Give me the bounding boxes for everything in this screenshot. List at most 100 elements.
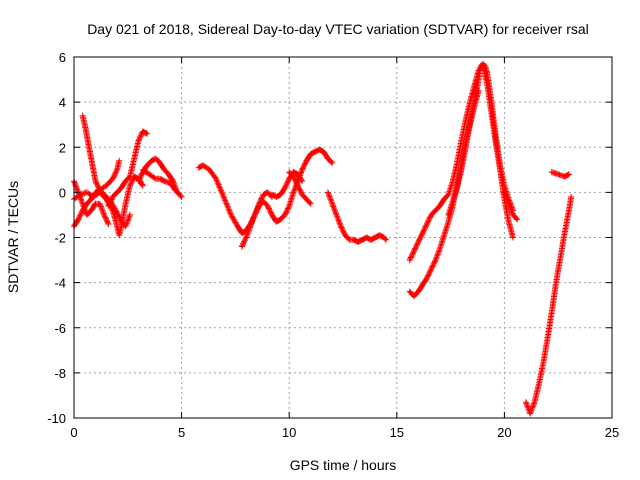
data-point-segment	[286, 169, 296, 179]
data-point-segment	[148, 156, 158, 164]
data-point-segment	[273, 192, 283, 200]
data-point-segment	[380, 234, 389, 243]
data-point-segment	[200, 162, 212, 172]
data-point-segment	[277, 186, 288, 198]
y-tick-label: 6	[59, 50, 66, 65]
data-point-segment	[406, 249, 417, 264]
data-point-segment	[566, 193, 575, 214]
data-point-segment	[118, 179, 128, 191]
data-point-segment	[316, 146, 326, 155]
data-point-segment	[467, 84, 477, 106]
data-point-segment	[544, 310, 555, 342]
data-point-segment	[561, 208, 572, 236]
data-point-segment	[122, 184, 133, 207]
y-axis-label: SDTVAR / TECUs	[5, 181, 21, 293]
series-trace-08	[195, 162, 275, 236]
y-tick-label: 4	[59, 95, 66, 110]
data-point-segment	[337, 223, 348, 237]
data-point-segment	[432, 204, 442, 214]
data-point-segment	[286, 190, 296, 209]
data-point-segment	[157, 175, 167, 184]
data-point-segment	[454, 168, 464, 191]
data-point-segment	[441, 220, 451, 239]
data-point-segment	[342, 232, 352, 242]
series-trace-07	[139, 166, 179, 194]
data-point-segment	[510, 211, 521, 223]
data-point-segment	[441, 192, 451, 203]
data-point-segment	[251, 204, 262, 218]
data-point-segment	[376, 232, 386, 240]
data-point-segment	[281, 204, 292, 218]
data-point-segment	[415, 283, 425, 295]
x-tick-label: 0	[70, 425, 77, 440]
series-trace-17	[501, 189, 521, 223]
x-tick-label: 20	[497, 425, 511, 440]
data-point-segment	[101, 211, 112, 227]
data-point-segment	[428, 208, 438, 218]
x-tick-label: 10	[282, 425, 296, 440]
y-tick-label: -8	[54, 366, 66, 381]
data-point-segment	[436, 233, 447, 252]
data-point-segment	[277, 213, 287, 223]
data-point-segment	[462, 123, 473, 151]
data-point-segment	[535, 362, 546, 388]
data-point-segment	[436, 197, 447, 209]
data-point-segment	[221, 196, 234, 217]
series-trace-05	[105, 128, 151, 209]
data-point-segment	[423, 267, 434, 282]
data-point-segment	[127, 157, 137, 180]
y-tick-label: -10	[47, 411, 66, 426]
data-point-segment	[411, 240, 421, 254]
data-point-segment	[96, 189, 109, 201]
y-tick-label: -6	[54, 321, 66, 336]
data-point-segment	[146, 171, 158, 181]
data-point-segment	[294, 182, 305, 197]
data-point-segment	[243, 224, 253, 241]
data-point-segment	[167, 180, 179, 194]
data-points	[71, 60, 575, 417]
data-point-segment	[458, 145, 469, 173]
data-point-segment	[548, 281, 559, 315]
data-point-segment	[103, 177, 115, 189]
data-point-segment	[88, 201, 98, 214]
data-point-segment	[165, 171, 176, 183]
data-point-segment	[505, 218, 516, 241]
data-point-segment	[81, 121, 90, 138]
data-point-segment	[281, 177, 292, 191]
data-point-segment	[303, 152, 313, 164]
data-point-segment	[79, 112, 88, 127]
data-point-segment	[411, 289, 421, 300]
y-tick-label: 2	[59, 140, 66, 155]
data-point-segment	[92, 178, 103, 192]
data-point-segment	[161, 166, 171, 177]
data-point-segment	[139, 166, 151, 177]
data-point-segment	[471, 69, 482, 90]
data-point-segment	[540, 337, 551, 367]
data-point-segment	[139, 128, 151, 137]
series-trace-11	[277, 146, 336, 223]
data-point-segment	[83, 208, 94, 218]
y-tick-label: -2	[54, 231, 66, 246]
x-tick-label: 15	[390, 425, 404, 440]
data-point-segment	[238, 228, 249, 236]
x-tick-label: 25	[605, 425, 619, 440]
data-point-segment	[247, 213, 258, 230]
data-point-segment	[105, 195, 116, 209]
grid	[74, 57, 612, 418]
data-point-segment	[428, 258, 438, 273]
data-point-segment	[86, 144, 94, 161]
data-point-segment	[454, 139, 465, 166]
data-point-segment	[290, 173, 301, 188]
data-point-segment	[462, 100, 473, 124]
data-point-segment	[449, 161, 460, 185]
data-point-segment	[484, 81, 495, 115]
data-point-segment	[206, 166, 219, 181]
data-point-segment	[458, 118, 469, 144]
data-point-segment	[497, 166, 508, 201]
data-point-segment	[557, 231, 568, 261]
data-point-segment	[479, 63, 490, 86]
data-point-segment	[299, 191, 309, 201]
data-point-segment	[144, 158, 154, 169]
data-point-segment	[238, 235, 249, 250]
